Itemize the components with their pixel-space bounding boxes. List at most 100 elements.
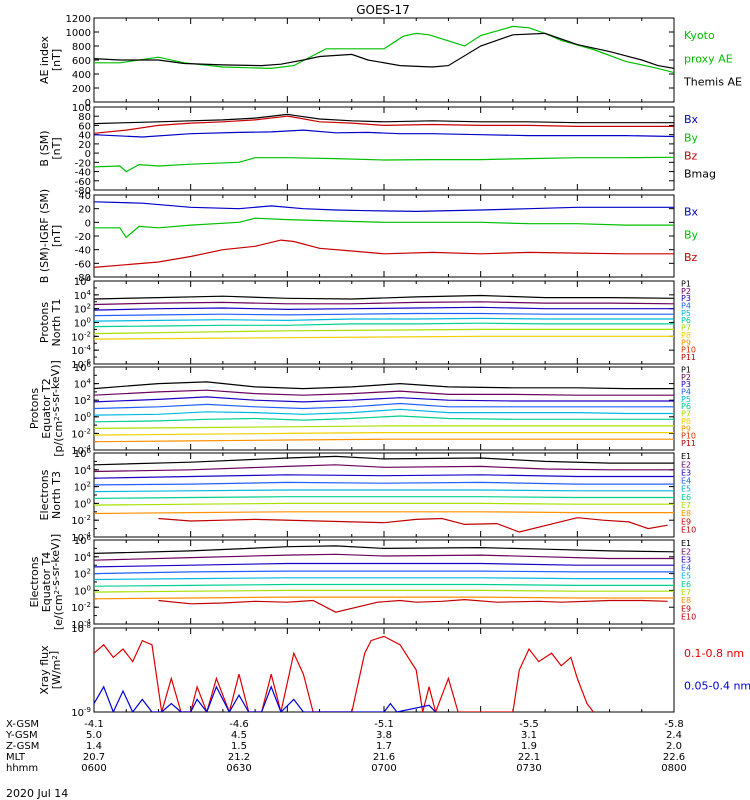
y-tick-label: 10-9 — [71, 706, 91, 719]
y-axis-label: [nT] — [50, 225, 63, 247]
y-tick-label: 102 — [74, 303, 91, 316]
legend-entry: P1 — [681, 280, 691, 289]
legend-entry: E1 — [681, 539, 691, 548]
y-tick-label: 102 — [74, 568, 91, 581]
series-line-0-05-0-4-nm — [94, 685, 437, 712]
legend-entry: P3 — [681, 294, 691, 303]
legend-entry: E8 — [681, 596, 691, 605]
y-tick-label: 100 — [74, 317, 91, 330]
y-tick-label: 106 — [74, 275, 92, 288]
legend-entry: Themis AE — [683, 76, 742, 89]
y-tick-label: 60 — [78, 121, 91, 132]
legend-entry: E6 — [681, 493, 691, 502]
legend-entry: E7 — [681, 588, 691, 597]
series-line-p9 — [94, 438, 674, 443]
series-line-e9 — [158, 598, 668, 613]
y-tick-label: 1000 — [66, 28, 91, 39]
y-axis-label: Electrons — [38, 469, 51, 520]
series-line-e1 — [94, 455, 674, 466]
series-line-p3 — [94, 396, 674, 403]
y-tick-label: 0 — [85, 149, 91, 160]
y-axis-label: [nT] — [50, 49, 63, 71]
footer-row-label: hhmm — [6, 763, 38, 774]
y-tick-label: 800 — [72, 42, 91, 53]
y-axis-label: B (SM)-IGRF (SM) — [38, 189, 51, 283]
y-tick-label: 40 — [78, 131, 91, 142]
y-axis-label: North T3 — [50, 471, 63, 519]
legend-entry: E3 — [681, 468, 691, 477]
y-tick-label: 104 — [74, 551, 92, 564]
legend-entry: E4 — [681, 477, 691, 486]
series-line-p6 — [94, 415, 674, 423]
footer-cell: 1.9 — [521, 741, 537, 752]
legend-entry: E10 — [681, 613, 696, 622]
legend-entry: P10 — [681, 346, 696, 355]
footer-cell: 22.1 — [518, 752, 540, 763]
y-tick-label: -80 — [75, 273, 91, 284]
footer-cell: 1.5 — [231, 741, 247, 752]
legend-entry: P6 — [681, 316, 691, 325]
y-tick-label: 104 — [74, 464, 92, 477]
y-axis-label: Protons — [38, 302, 51, 343]
series-line-bz — [94, 239, 674, 268]
series-line-e6 — [94, 583, 674, 587]
series-line-p4 — [94, 312, 674, 317]
y-tick-label: 0 — [85, 98, 91, 109]
legend-entry: E7 — [681, 501, 691, 510]
footer-row-label: Z-GSM — [6, 741, 39, 752]
legend-entry: P10 — [681, 432, 696, 441]
y-tick-label: 400 — [72, 70, 91, 81]
panel-frame — [93, 539, 675, 625]
y-tick-label: 104 — [74, 289, 92, 302]
y-axis-label: Protons — [28, 388, 41, 429]
series-line-e4 — [94, 570, 674, 575]
legend-entry: Bmag — [684, 167, 716, 180]
y-tick-label: 100 — [74, 584, 91, 597]
y-axis-label: B (SM) — [38, 130, 51, 166]
y-tick-label: 106 — [74, 447, 92, 460]
legend-entry: Bz — [684, 149, 698, 162]
y-tick-label: -80 — [75, 186, 91, 197]
legend-entry: E9 — [681, 517, 691, 526]
footer-cell: -4.1 — [84, 719, 104, 730]
y-tick-label: 106 — [74, 361, 92, 374]
series-line-e1 — [94, 545, 674, 554]
footer-cell: 0630 — [226, 763, 251, 774]
y-tick-label: 200 — [72, 84, 91, 95]
series-line-e3 — [94, 562, 674, 568]
series-line-e5 — [94, 577, 674, 581]
y-tick-label: -60 — [75, 259, 91, 270]
footer-cell: 0730 — [516, 763, 541, 774]
legend-entry: By — [684, 228, 699, 241]
series-line-kyoto-proxy-ae — [94, 25, 674, 74]
series-line-themis-ae — [94, 32, 674, 69]
y-axis-label: Equator T4 — [40, 552, 53, 612]
chart-title: GOES-17 — [356, 3, 410, 17]
legend-entry: P2 — [681, 373, 691, 382]
y-tick-label: 104 — [74, 378, 92, 391]
series-line-p7 — [94, 425, 674, 429]
series-line-e4 — [94, 481, 674, 486]
series-line-p1 — [94, 381, 674, 390]
y-tick-label: -20 — [75, 158, 91, 169]
series-line-by — [94, 217, 674, 239]
footer-cell: -4.6 — [229, 719, 249, 730]
legend-entry: E5 — [681, 572, 691, 581]
y-axis-label: Equator T2 — [40, 378, 53, 438]
y-tick-label: 20 — [78, 205, 91, 216]
y-tick-label: 10-2 — [71, 601, 91, 614]
legend-entry: P2 — [681, 287, 691, 296]
legend-entry: P8 — [681, 331, 691, 340]
series-line-e2 — [94, 464, 674, 473]
legend-entry: 0.1-0.8 nm — [684, 647, 744, 660]
date-label: 2020 Jul 14 — [6, 787, 68, 800]
y-axis-label: North T1 — [50, 299, 63, 347]
legend-entry: E6 — [681, 580, 691, 589]
series-line-e8 — [94, 596, 674, 600]
y-axis-label: [p/(cm2-s-sr-keV)] — [49, 360, 65, 457]
y-tick-label: 20 — [78, 140, 91, 151]
series-line-p5 — [94, 408, 674, 416]
footer-cell: 2.0 — [666, 741, 682, 752]
